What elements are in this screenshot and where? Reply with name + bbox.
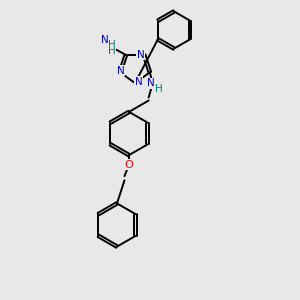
Text: N: N	[101, 35, 109, 45]
Text: N: N	[135, 76, 142, 87]
Text: H: H	[155, 83, 163, 94]
Text: N: N	[147, 78, 154, 88]
Text: O: O	[124, 160, 134, 170]
Text: N: N	[117, 66, 124, 76]
Text: H: H	[108, 40, 116, 50]
Text: N: N	[137, 50, 144, 60]
Text: H: H	[108, 46, 116, 56]
